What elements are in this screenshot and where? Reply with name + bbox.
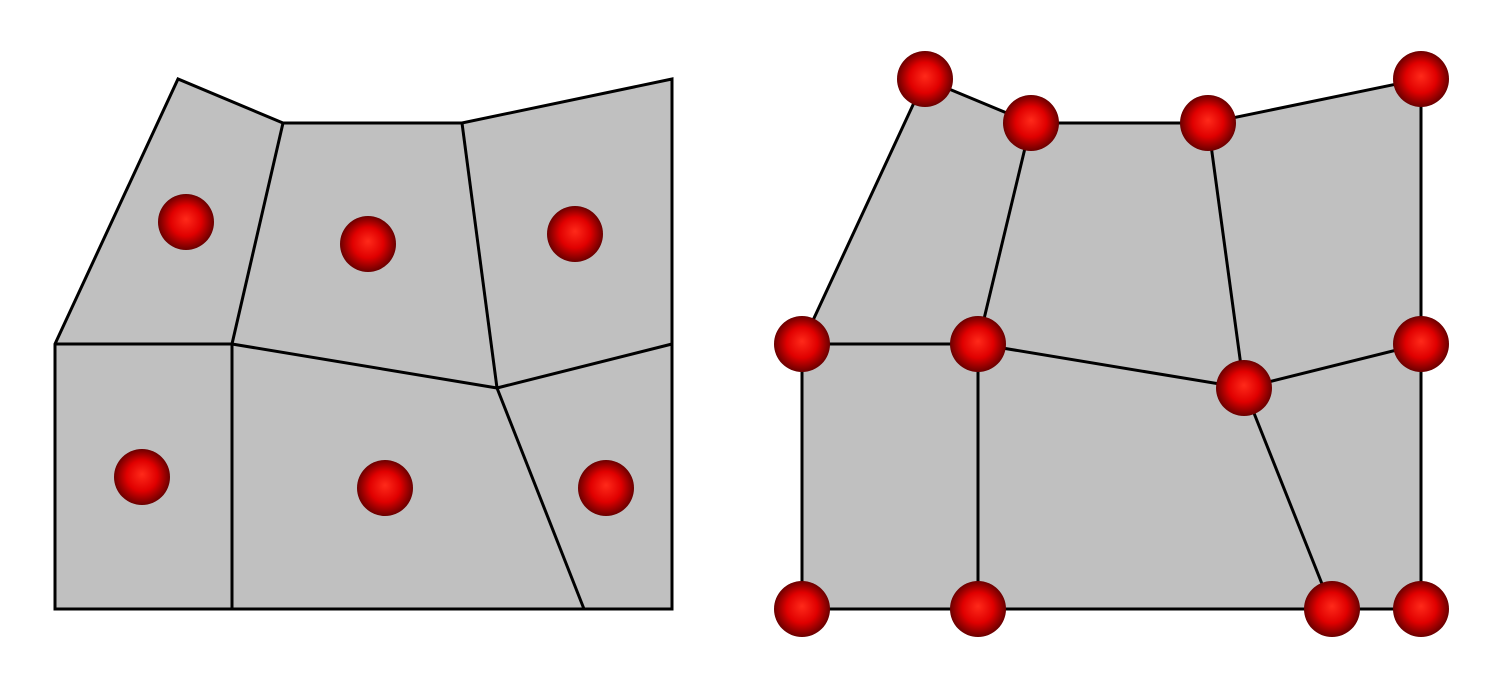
vertex-node bbox=[950, 581, 1006, 637]
vertex-node bbox=[950, 316, 1006, 372]
cell-center bbox=[578, 460, 634, 516]
mesh-edge bbox=[1206, 122, 1246, 389]
vertex-node bbox=[1216, 360, 1272, 416]
vertex-node bbox=[1393, 581, 1449, 637]
mesh-edge bbox=[1243, 342, 1422, 390]
mesh-edge bbox=[495, 387, 586, 610]
vertex-centered-mesh bbox=[774, 51, 1449, 637]
vertex-node bbox=[774, 581, 830, 637]
mesh-edge bbox=[1242, 387, 1334, 610]
vertex-node bbox=[1003, 95, 1059, 151]
mesh-edge bbox=[976, 122, 1033, 345]
cell-center bbox=[114, 449, 170, 505]
vertex-node bbox=[774, 316, 830, 372]
vertex-node bbox=[1393, 51, 1449, 107]
cell-center bbox=[547, 206, 603, 262]
mesh-edge bbox=[460, 122, 499, 389]
cell-center bbox=[158, 194, 214, 250]
cell-center bbox=[340, 216, 396, 272]
vertex-node bbox=[1180, 95, 1236, 151]
vertex-node bbox=[1393, 316, 1449, 372]
vertex-node bbox=[897, 51, 953, 107]
vertex-node bbox=[1304, 581, 1360, 637]
cell-centered-mesh bbox=[53, 77, 674, 611]
cell-center bbox=[357, 460, 413, 516]
mesh-edge bbox=[977, 342, 1245, 390]
mesh-edge bbox=[231, 342, 498, 390]
mesh-edge bbox=[230, 122, 285, 345]
mesh-edge bbox=[496, 342, 673, 390]
